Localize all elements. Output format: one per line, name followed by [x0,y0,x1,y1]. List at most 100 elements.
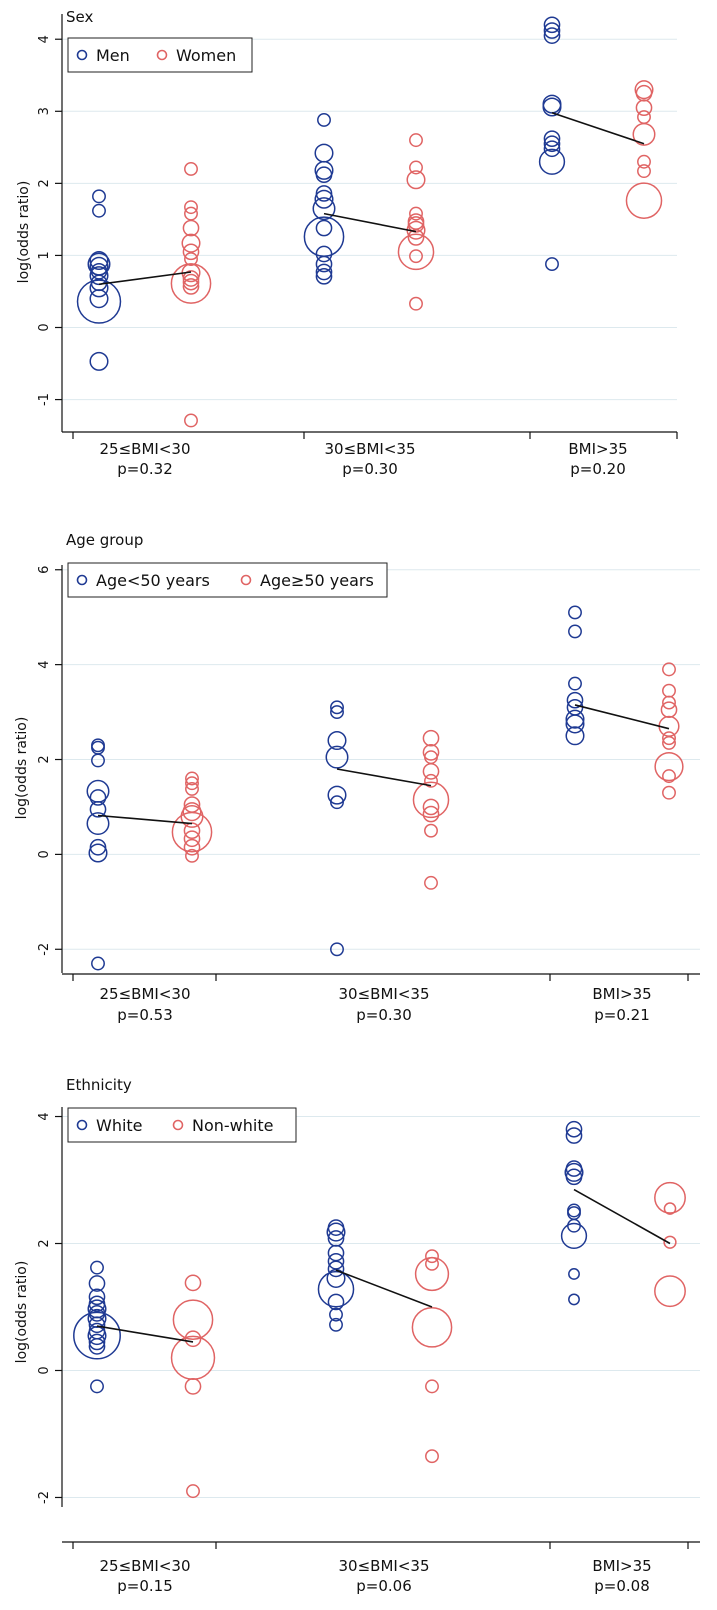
legend-marker-white [76,1119,88,1131]
data-point [625,182,663,219]
data-point [425,1379,439,1394]
legend-marker-women [156,49,168,61]
legend-box [67,37,253,73]
trend-line [335,1269,433,1308]
data-point [327,1252,345,1270]
data-point [660,701,678,719]
data-point [662,769,676,784]
plot-area: -2 0 2 4 [37,1107,700,1549]
sex-chart: -1 0 1 2 3 4 Sex log(odds ratio) Men Women 25≤… [16,8,678,478]
data-point [329,1317,343,1332]
data-point [88,1288,106,1306]
data-point [568,1293,580,1306]
data-point [565,726,585,746]
trend-line [323,212,417,233]
category-label: 25≤BMI<30 [100,440,191,458]
data-point [654,1275,686,1308]
data-point [662,735,676,750]
data-point [76,279,122,324]
y-tick-label: -2 [37,1491,52,1504]
y-tick-label: 2 [37,179,52,187]
data-point [425,1256,439,1271]
y-tick-label: -2 [37,943,52,956]
data-point [545,257,559,272]
data-point [92,189,106,204]
y-tick-label: 2 [37,1239,52,1247]
plot-area: -1 0 1 2 3 4 [37,14,678,439]
data-point [565,1160,583,1177]
data-point [326,1222,346,1242]
data-point [184,252,198,266]
y-tick-label: 4 [37,660,52,668]
data-point [329,1307,343,1322]
data-point [185,848,199,863]
data-point [326,1268,346,1288]
data-point [543,16,561,34]
data-point [568,624,582,639]
data-point [89,789,107,806]
category-note: p=0.20 [570,460,626,478]
category-label: 30≤BMI<35 [339,985,430,1003]
data-point [662,785,676,800]
y-tick-label: 1 [37,251,52,259]
data-point [315,255,333,273]
data-point [312,197,336,221]
data-point [184,200,198,215]
data-point [637,110,651,125]
data-point [409,206,423,221]
data-point [184,161,198,176]
y-tick-label: -1 [37,393,52,406]
ethnicity-panel: -2 0 2 4 Ethnicity log(odds ratio) White Non… [0,1070,717,1610]
data-point [560,1222,588,1250]
data-point [315,245,333,263]
category-note: p=0.30 [356,1006,412,1024]
data-point [86,812,110,836]
data-point [303,216,345,258]
data-point [184,413,198,428]
data-point [422,729,440,747]
data-point [424,773,438,788]
data-point [185,771,199,786]
data-point [327,731,347,751]
plot-area: -2 0 2 4 6 [37,565,700,981]
data-point [90,1379,104,1394]
legend: Age<50 years Age≥50 years [67,562,388,598]
data-point [184,1330,202,1348]
data-point [183,830,201,848]
panel-title: Ethnicity [66,1076,132,1094]
data-point [425,1249,439,1264]
category-label: 30≤BMI<35 [339,1557,430,1575]
data-point [92,203,106,218]
data-point [543,140,561,158]
data-point [315,263,333,281]
data-point [424,823,438,838]
data-point [315,185,333,202]
panel-title: Age group [66,531,143,549]
y-tick-label: 0 [37,323,52,331]
data-point [327,1260,345,1278]
legend: White Non-white [67,1107,297,1143]
data-point [89,266,109,286]
data-point [330,795,344,810]
data-point [182,219,200,237]
legend-label-over-50: Age≥50 years [260,571,374,590]
data-point [182,273,200,291]
data-point [327,1219,345,1236]
data-point [88,1305,106,1322]
data-point [634,80,654,100]
y-tick-label: 0 [37,1366,52,1374]
data-point [424,875,438,890]
legend-marker-over-50 [240,574,252,586]
data-point [172,1299,214,1341]
data-point [662,695,676,710]
trend-line [336,768,432,787]
data-point [409,160,423,175]
category-label: 30≤BMI<35 [325,440,416,458]
legend-marker-non-white [172,1119,184,1131]
data-point [315,267,333,285]
data-point [654,752,684,782]
data-point [662,683,676,698]
data-point [635,99,653,117]
data-point [567,1218,581,1233]
data-point [89,289,109,309]
